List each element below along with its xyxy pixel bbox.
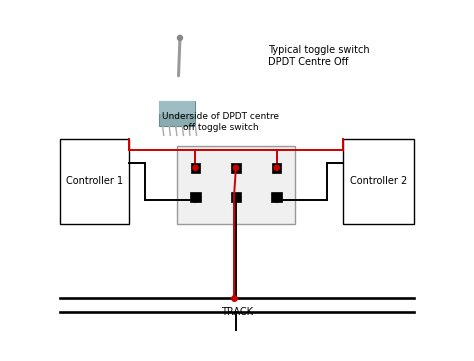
- Text: Controller 1: Controller 1: [66, 177, 123, 186]
- Bar: [230, 192, 241, 202]
- Circle shape: [193, 165, 198, 170]
- Text: Typical toggle switch
DPDT Centre Off: Typical toggle switch DPDT Centre Off: [268, 45, 369, 67]
- Circle shape: [233, 165, 238, 170]
- Bar: [177, 146, 295, 224]
- Text: TRACK: TRACK: [221, 307, 253, 317]
- Text: Underside of DPDT centre
off toggle switch: Underside of DPDT centre off toggle swit…: [162, 112, 279, 132]
- Circle shape: [177, 35, 182, 40]
- Circle shape: [274, 165, 279, 170]
- Text: Controller 2: Controller 2: [350, 177, 407, 186]
- Bar: [231, 163, 241, 173]
- Bar: [191, 163, 200, 173]
- Bar: [159, 101, 195, 126]
- Bar: [159, 101, 195, 114]
- Bar: [190, 192, 201, 202]
- Bar: [271, 192, 282, 202]
- Bar: [344, 139, 414, 224]
- Bar: [60, 139, 129, 224]
- Bar: [272, 163, 282, 173]
